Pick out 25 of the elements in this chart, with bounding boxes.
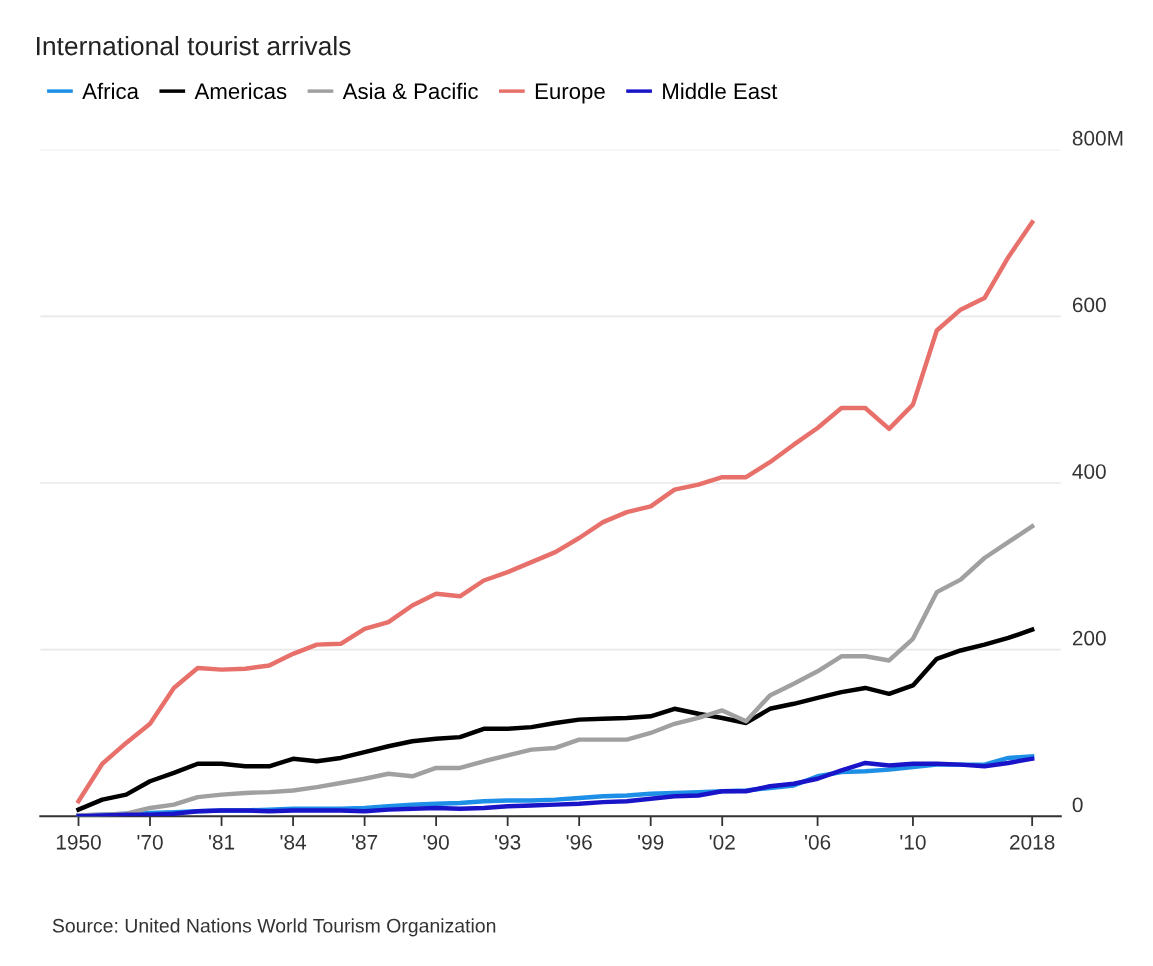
- legend-label: Americas: [194, 82, 287, 100]
- y-tick-label: 800M: [1072, 130, 1123, 146]
- x-tick-label: '70: [137, 834, 163, 850]
- y-tick-label: 0: [1072, 797, 1083, 813]
- x-tick-label: '87: [352, 834, 378, 850]
- y-tick-label: 400: [1072, 464, 1106, 479]
- legend-label: Asia & Pacific: [342, 82, 478, 100]
- x-tick-label: '81: [209, 834, 235, 850]
- legend-label: Middle East: [663, 82, 778, 100]
- x-tick-label: '99: [638, 834, 664, 850]
- x-tick-label: '06: [805, 834, 831, 850]
- chart-title: International tourist arrivals: [37, 36, 351, 56]
- x-tick-label: 1950: [56, 834, 101, 850]
- source-note: Source: United Nations World Tourism Organization: [52, 918, 496, 937]
- y-tick-label: 600: [1072, 297, 1106, 313]
- x-tick-label: '84: [280, 834, 307, 850]
- legend-label: Europe: [535, 83, 605, 104]
- legend-label: Africa: [82, 82, 139, 100]
- y-tick-label: 200: [1072, 630, 1106, 646]
- x-tick-label: 2018: [1010, 834, 1055, 850]
- x-tick-label: '10: [900, 834, 926, 850]
- x-tick-label: '96: [566, 834, 592, 850]
- x-tick-label: '90: [423, 834, 449, 850]
- x-tick-label: '93: [495, 834, 521, 850]
- x-tick-label: '02: [709, 834, 735, 850]
